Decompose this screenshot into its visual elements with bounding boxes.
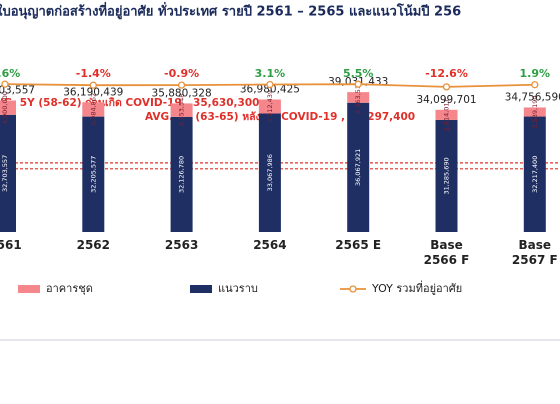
yoy-label: 3.1% — [255, 67, 286, 80]
yoy-label: 1.9% — [520, 67, 551, 80]
segment-label-group: 2,539,190 — [531, 95, 539, 128]
bar-segment — [0, 100, 16, 115]
segment-label-group: 36,067,921 — [354, 149, 362, 186]
segment-label-group: 33,067,986 — [266, 154, 274, 191]
segment-label: 3,984,862 — [89, 93, 97, 126]
bar-segment — [435, 109, 458, 120]
segment-label-group: 4,000,000 — [1, 91, 9, 124]
legend-label: YOY รวมที่อยู่อาศัย — [371, 280, 462, 295]
reference-label: AVG. 5Y (58-62) ก่อนเกิด COVID-19 , 35,6… — [0, 97, 259, 109]
yoy-label: 5.5% — [343, 67, 374, 80]
yoy-point — [531, 81, 539, 89]
segment-label: 3,753,548 — [178, 94, 186, 127]
legend-label: อาคารชุด — [46, 282, 93, 295]
segment-label-group: 3,753,548 — [178, 94, 186, 127]
total-label: 36,190,439 — [63, 86, 123, 98]
segment-label: 32,126,780 — [178, 156, 186, 193]
x-tick-label: 2565 E — [335, 238, 382, 252]
total-label: 34,756,590 — [505, 91, 560, 103]
yoy-point — [266, 80, 274, 89]
bar-segment — [170, 103, 193, 117]
legend-swatch — [18, 285, 40, 293]
segment-label-group: 32,217,400 — [531, 156, 539, 193]
bar-segment — [170, 116, 193, 232]
segment-label: 4,000,000 — [1, 91, 9, 124]
bar-segment — [82, 102, 105, 117]
segment-label: 2,539,190 — [531, 95, 539, 128]
x-tick-label: 2562 — [76, 238, 110, 252]
bar-segment — [347, 102, 370, 232]
yoy-point — [354, 80, 362, 88]
yoy-point — [442, 83, 451, 91]
segment-label-group: 31,285,690 — [443, 157, 451, 194]
bar-segment — [258, 99, 281, 114]
segment-label: 3,912,439 — [266, 90, 274, 123]
bar-segment — [258, 113, 281, 232]
bar-segment — [523, 116, 546, 232]
segment-label: 32,703,557 — [1, 155, 9, 192]
segment-label: 32,205,577 — [89, 156, 97, 193]
segment-label-group: 32,205,577 — [89, 156, 97, 193]
bar-segment — [347, 92, 370, 103]
x-tick-label: Base 2567 F — [511, 238, 558, 267]
yoy-point — [89, 81, 97, 89]
segment-label: 36,067,921 — [354, 149, 362, 186]
yoy-point — [1, 80, 9, 88]
yoy-label: 5.6% — [0, 67, 20, 80]
yoy-label: -12.6% — [425, 67, 468, 80]
bar-segment — [435, 119, 458, 232]
yoy-label: -1.4% — [76, 67, 111, 80]
segment-label: 2,814,011 — [443, 98, 451, 131]
legend-label: แนวราบ — [218, 282, 258, 295]
segment-label-group: 3,984,862 — [89, 93, 97, 126]
segment-label: 31,285,690 — [443, 157, 451, 194]
yoy-label: -0.9% — [164, 67, 199, 80]
bar-segment — [82, 116, 105, 232]
segment-label: 2,963,512 — [354, 81, 362, 114]
segment-label: 33,067,986 — [266, 154, 274, 191]
segment-label-group: 2,963,512 — [354, 81, 362, 114]
x-tick-label: 2561 — [0, 238, 22, 252]
segment-label: 32,217,400 — [531, 156, 539, 193]
x-tick-label: 2564 — [253, 238, 287, 252]
total-label: 34,099,701 — [416, 94, 476, 106]
bar-segment — [0, 114, 16, 232]
yoy-point — [177, 81, 186, 89]
x-tick-label: 2563 — [164, 238, 199, 252]
chart-title: าใบอนุญาตก่อสร้างที่อยู่อาศัย ทั่วประเทศ… — [0, 2, 461, 20]
segment-label-group: 32,126,780 — [178, 156, 186, 193]
segment-label-group: 2,814,011 — [443, 98, 451, 131]
legend-swatch — [190, 285, 212, 293]
segment-label-group: 3,912,439 — [266, 90, 274, 123]
legend-marker — [349, 285, 357, 293]
segment-label-group: 32,703,557 — [1, 155, 9, 192]
total-label: 36,703,557 — [0, 84, 35, 96]
total-label: 35,880,328 — [152, 87, 212, 99]
x-tick-label: Base 2566 F — [423, 238, 470, 267]
bar-segment — [523, 107, 546, 117]
total-label: 36,980,425 — [240, 83, 300, 95]
